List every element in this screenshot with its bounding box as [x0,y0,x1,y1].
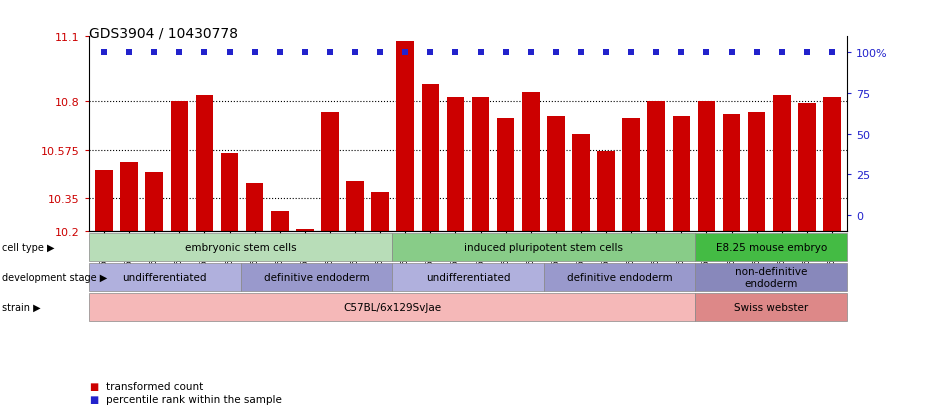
Text: undifferentiated: undifferentiated [426,272,510,282]
Bar [271,212,288,231]
Bar [572,134,590,231]
Bar [296,229,314,231]
Bar [95,171,112,231]
Text: definitive endoderm: definitive endoderm [264,272,369,282]
Bar [346,182,364,231]
Bar [547,117,564,231]
Text: cell type ▶: cell type ▶ [2,242,54,252]
Text: induced pluripotent stem cells: induced pluripotent stem cells [464,242,623,252]
Bar [697,102,715,231]
Bar [246,184,263,231]
Text: Swiss webster: Swiss webster [734,302,809,312]
Bar [196,95,213,231]
Bar [221,154,239,231]
Text: C57BL/6x129SvJae: C57BL/6x129SvJae [344,302,441,312]
Text: definitive endoderm: definitive endoderm [567,272,672,282]
Bar [622,119,640,231]
Bar [446,97,464,231]
Bar [472,97,490,231]
Bar [397,41,414,231]
Bar [773,95,791,231]
Text: strain ▶: strain ▶ [2,302,40,312]
Bar [798,104,815,231]
Text: ■: ■ [89,394,98,404]
Bar [372,192,389,231]
Text: embryonic stem cells: embryonic stem cells [184,242,297,252]
Text: development stage ▶: development stage ▶ [2,272,107,282]
Bar [497,119,515,231]
Bar [121,162,138,231]
Bar [321,113,339,231]
Text: GDS3904 / 10430778: GDS3904 / 10430778 [89,27,238,41]
Bar [748,113,766,231]
Bar [170,102,188,231]
Bar [597,152,615,231]
Text: ■: ■ [89,381,98,391]
Bar [522,93,539,231]
Bar [824,97,841,231]
Bar [723,115,740,231]
Text: percentile rank within the sample: percentile rank within the sample [106,394,282,404]
Text: undifferentiated: undifferentiated [123,272,207,282]
Text: transformed count: transformed count [106,381,203,391]
Text: non-definitive
endoderm: non-definitive endoderm [735,266,808,288]
Bar [421,85,439,231]
Bar [145,173,163,231]
Bar [673,117,690,231]
Text: E8.25 mouse embryo: E8.25 mouse embryo [716,242,826,252]
Bar [648,102,665,231]
